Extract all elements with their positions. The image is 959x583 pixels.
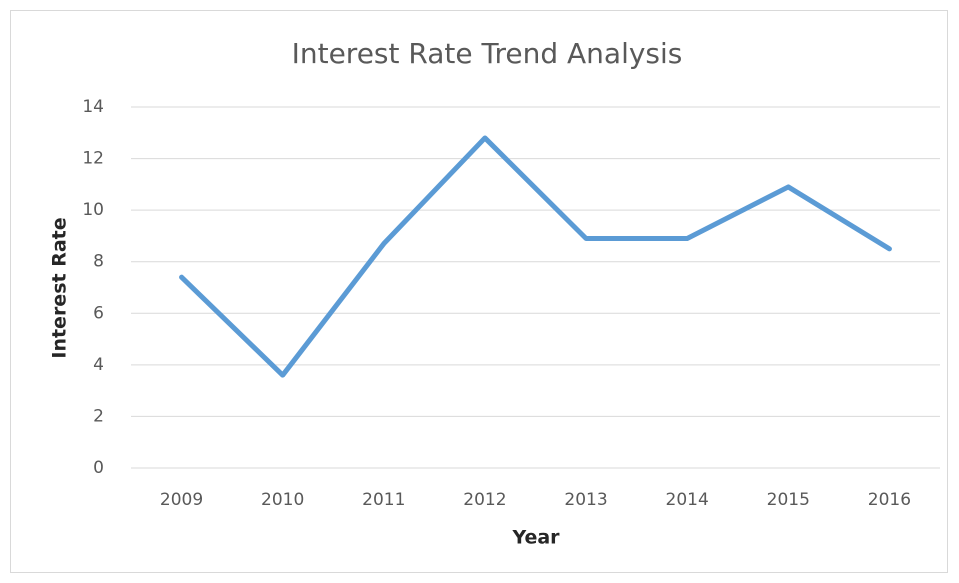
y-tick-label: 2 — [93, 406, 104, 426]
x-tick-label: 2013 — [564, 490, 607, 510]
y-tick-label: 12 — [82, 149, 104, 169]
data-line — [179, 135, 892, 378]
y-tick-label: 8 — [93, 252, 104, 272]
x-axis-label: Year — [511, 527, 560, 549]
chart-border — [10, 10, 948, 573]
x-tick-label: 2016 — [868, 490, 911, 510]
y-tick-label: 10 — [82, 200, 104, 220]
x-tick-label: 2010 — [261, 490, 304, 510]
y-axis-label: Interest Rate — [49, 217, 71, 358]
chart-title: Interest Rate Trend Analysis — [292, 37, 683, 70]
y-tick-label: 14 — [82, 97, 104, 117]
y-tick-label: 6 — [93, 303, 104, 323]
x-tick-label: 2009 — [160, 490, 203, 510]
x-tick-label: 2012 — [463, 490, 506, 510]
x-tick-label: 2011 — [362, 490, 405, 510]
x-tick-label: 2015 — [767, 490, 810, 510]
y-tick-label: 0 — [93, 458, 104, 478]
y-tick-label: 4 — [93, 355, 104, 375]
x-tick-label: 2014 — [666, 490, 709, 510]
